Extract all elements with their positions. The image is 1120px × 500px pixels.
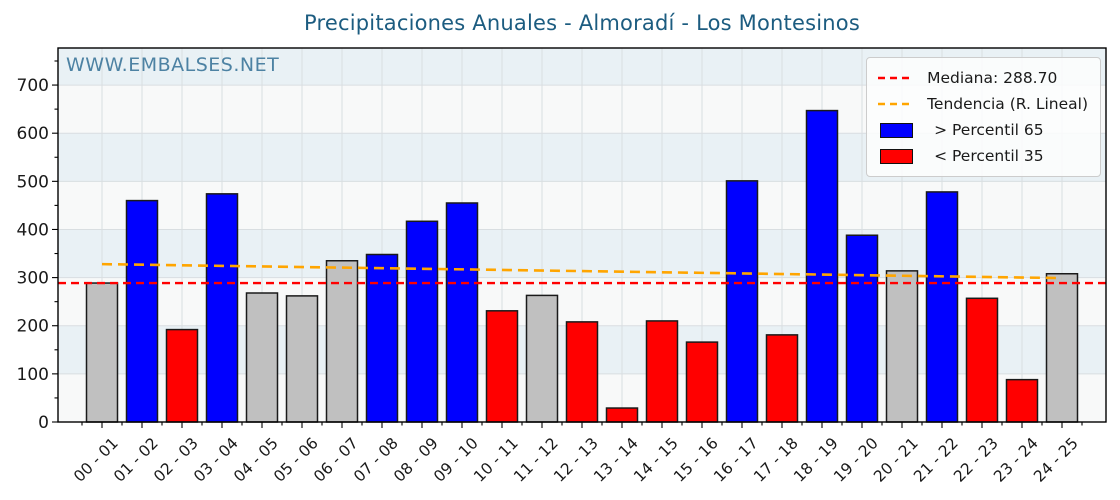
bar-03-04 xyxy=(205,193,239,423)
tendencia-dashed-line-swatch xyxy=(877,101,915,107)
bar-01-02 xyxy=(125,199,159,423)
bar-00-01 xyxy=(85,282,119,423)
legend-item-percentil-65: > Percentil 65 xyxy=(877,117,1088,143)
bars xyxy=(85,109,1079,423)
bar-10-11 xyxy=(485,310,519,423)
axis-ticks xyxy=(52,60,1083,428)
bar-21-22 xyxy=(925,191,959,423)
svg-text:300: 300 xyxy=(17,269,49,289)
bar-15-16 xyxy=(685,341,719,423)
bar-08-09 xyxy=(405,220,439,423)
legend-label-mediana: Mediana: 288.70 xyxy=(927,69,1058,87)
svg-text:200: 200 xyxy=(17,317,49,337)
svg-text:0: 0 xyxy=(38,413,49,433)
svg-text:24 - 25: 24 - 25 xyxy=(1030,434,1082,486)
bar-22-23 xyxy=(965,297,999,423)
percentil-65-patch-swatch xyxy=(877,122,915,138)
bar-19-20 xyxy=(845,234,879,423)
legend-label-percentil-35: < Percentil 35 xyxy=(934,147,1044,165)
bar-06-07 xyxy=(325,260,359,423)
legend-label-percentil-65: > Percentil 65 xyxy=(934,121,1044,139)
bar-12-13 xyxy=(565,321,599,423)
bar-24-25 xyxy=(1045,272,1079,423)
svg-text:600: 600 xyxy=(17,124,49,144)
bar-02-03 xyxy=(165,328,199,423)
chart-title: Precipitaciones Anuales - Almoradí - Los… xyxy=(304,11,860,35)
bar-14-15 xyxy=(645,320,679,423)
bar-07-08 xyxy=(365,253,399,423)
legend-item-percentil-35: < Percentil 35 xyxy=(877,143,1088,169)
bar-20-21 xyxy=(885,270,919,423)
bar-17-18 xyxy=(765,334,799,423)
legend-box: Mediana: 288.70 Tendencia (R. Lineal) > … xyxy=(866,57,1101,177)
svg-text:500: 500 xyxy=(17,172,49,192)
trend-line xyxy=(101,262,1063,280)
watermark-text: WWW.EMBALSES.NET xyxy=(66,54,280,76)
bar-04-05 xyxy=(245,292,279,423)
bar-16-17 xyxy=(725,180,759,423)
svg-text:700: 700 xyxy=(17,76,49,96)
bar-05-06 xyxy=(285,295,319,423)
legend-item-tendencia: Tendencia (R. Lineal) xyxy=(877,91,1088,117)
mediana-dashed-line-swatch xyxy=(877,75,915,81)
svg-text:100: 100 xyxy=(17,365,49,385)
legend-item-mediana: Mediana: 288.70 xyxy=(877,65,1088,91)
svg-text:400: 400 xyxy=(17,220,49,240)
y-axis-labels: 0 100 200 300 400 500 600 700 xyxy=(17,76,49,433)
bar-11-12 xyxy=(525,294,559,423)
percentil-35-patch-swatch xyxy=(877,148,915,164)
bar-23-24 xyxy=(1005,378,1039,423)
bar-13-14 xyxy=(605,407,639,423)
legend-label-tendencia: Tendencia (R. Lineal) xyxy=(927,95,1088,113)
bar-09-10 xyxy=(445,202,479,423)
bar-18-19 xyxy=(805,109,839,423)
